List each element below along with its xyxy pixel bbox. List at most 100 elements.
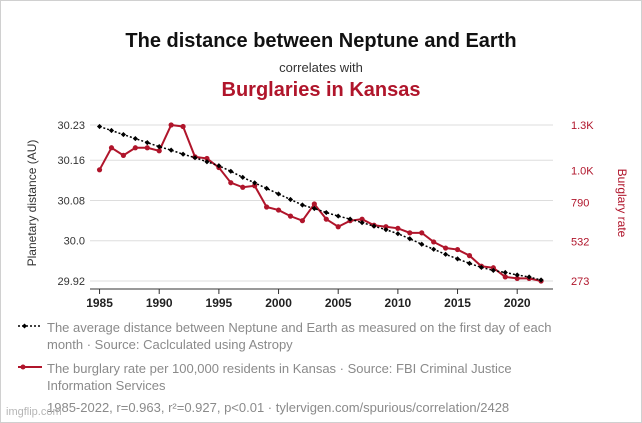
distance-point <box>287 196 294 203</box>
y-left-axis-label: Planetary distance (AU) <box>25 140 39 267</box>
distance-point <box>454 256 461 262</box>
distance-point <box>216 163 222 169</box>
burglary-point <box>466 253 473 259</box>
x-tick-label: 2015 <box>444 296 471 310</box>
burglary-point <box>156 148 162 154</box>
burglary-point <box>144 145 150 151</box>
burglary-point <box>407 230 413 236</box>
chart-connector: correlates with <box>279 60 363 75</box>
distance-point <box>478 264 485 271</box>
burglary-point <box>96 167 103 173</box>
distance-point <box>383 227 389 233</box>
burglary-point <box>359 216 365 222</box>
burglary-point <box>323 216 329 222</box>
distance-point <box>144 140 150 146</box>
distance-point <box>299 202 306 208</box>
burglary-point <box>228 180 234 186</box>
chart-title: The distance between Neptune and Earth <box>125 30 517 52</box>
distance-point <box>204 159 210 165</box>
x-tick-label: 2010 <box>385 296 412 310</box>
distance-point <box>156 144 162 150</box>
distance-point <box>359 220 365 226</box>
distance-point <box>538 277 544 283</box>
burglary-point <box>204 155 210 162</box>
burglary-point <box>108 145 115 151</box>
distance-point <box>347 216 353 222</box>
burglary-point <box>132 145 138 151</box>
burglary-point <box>180 123 186 130</box>
distance-point <box>275 191 282 197</box>
distance-point <box>168 147 174 153</box>
distance-point <box>311 205 317 212</box>
distance-point <box>443 251 449 257</box>
y-right-tick-label: 1.3K <box>571 120 594 132</box>
distance-point <box>192 155 198 161</box>
burglary-point <box>419 230 425 236</box>
burglary-point <box>264 204 270 210</box>
distance-point <box>431 246 437 252</box>
distance-point <box>132 135 138 142</box>
y-left-tick-label: 30.0 <box>64 236 85 248</box>
y-left-tick-label: 30.08 <box>57 195 85 207</box>
burglary-point <box>252 183 258 189</box>
y-right-tick-label: 1.0K <box>571 166 594 178</box>
distance-point <box>526 274 532 280</box>
y-right-tick-label: 273 <box>571 276 589 288</box>
burglary-point <box>502 274 508 280</box>
series-distance-line <box>99 125 542 281</box>
watermark: imgflip.com <box>6 406 62 418</box>
x-tick-label: 1985 <box>86 296 113 310</box>
chart-subtitle: Burglaries in Kansas <box>221 79 421 101</box>
distance-point <box>395 231 401 237</box>
burglary-point <box>431 239 437 245</box>
x-tick-label: 2005 <box>325 296 352 310</box>
distance-point <box>323 209 329 216</box>
burglary-point <box>454 246 461 253</box>
distance-point <box>335 213 341 219</box>
burglary-point <box>299 218 306 224</box>
y-left-tick-label: 29.92 <box>57 276 85 288</box>
distance-point <box>180 151 186 157</box>
legend-key-series1 <box>18 323 42 329</box>
distance-point <box>120 131 127 138</box>
x-tick-label: 2000 <box>265 296 292 310</box>
legend-key-series2 <box>18 364 42 370</box>
burglary-point <box>311 201 317 207</box>
y-right-axis-label: Burglary rate <box>615 169 629 238</box>
distance-point <box>407 236 413 242</box>
distance-point <box>228 168 234 174</box>
distance-point <box>240 174 246 180</box>
y-right-tick-label: 532 <box>571 237 589 249</box>
y-left-tick-label: 30.16 <box>57 155 85 167</box>
x-tick-label: 2020 <box>504 296 531 310</box>
legend-series1: The average distance between Neptune and… <box>47 320 552 352</box>
burglary-point <box>287 213 294 219</box>
distance-point <box>466 260 473 266</box>
x-tick-label: 1990 <box>146 296 173 310</box>
distance-point <box>514 272 520 278</box>
distance-point <box>264 185 270 192</box>
distance-point <box>371 223 377 229</box>
burglary-point <box>240 184 246 190</box>
y-right-tick-label: 790 <box>571 197 589 209</box>
distance-point <box>419 241 425 247</box>
legend-series2: The burglary rate per 100,000 residents … <box>47 361 512 393</box>
burglary-point <box>120 152 127 158</box>
burglary-point <box>335 224 341 230</box>
burglary-point <box>383 224 389 230</box>
distance-point <box>502 269 508 276</box>
distance-point <box>96 123 103 130</box>
burglary-point <box>490 265 496 271</box>
distance-point <box>252 180 258 186</box>
y-left-tick-label: 30.23 <box>57 120 85 132</box>
distance-point <box>490 267 496 274</box>
distance-point <box>108 127 115 134</box>
burglary-point <box>275 207 282 213</box>
burglary-point <box>395 225 401 231</box>
burglary-point <box>443 245 449 251</box>
x-tick-label: 1995 <box>206 296 233 310</box>
stats-line: 1985-2022, r=0.963, r²=0.927, p<0.01 · t… <box>47 400 510 415</box>
burglary-point <box>514 275 520 282</box>
burglary-point <box>168 122 174 128</box>
